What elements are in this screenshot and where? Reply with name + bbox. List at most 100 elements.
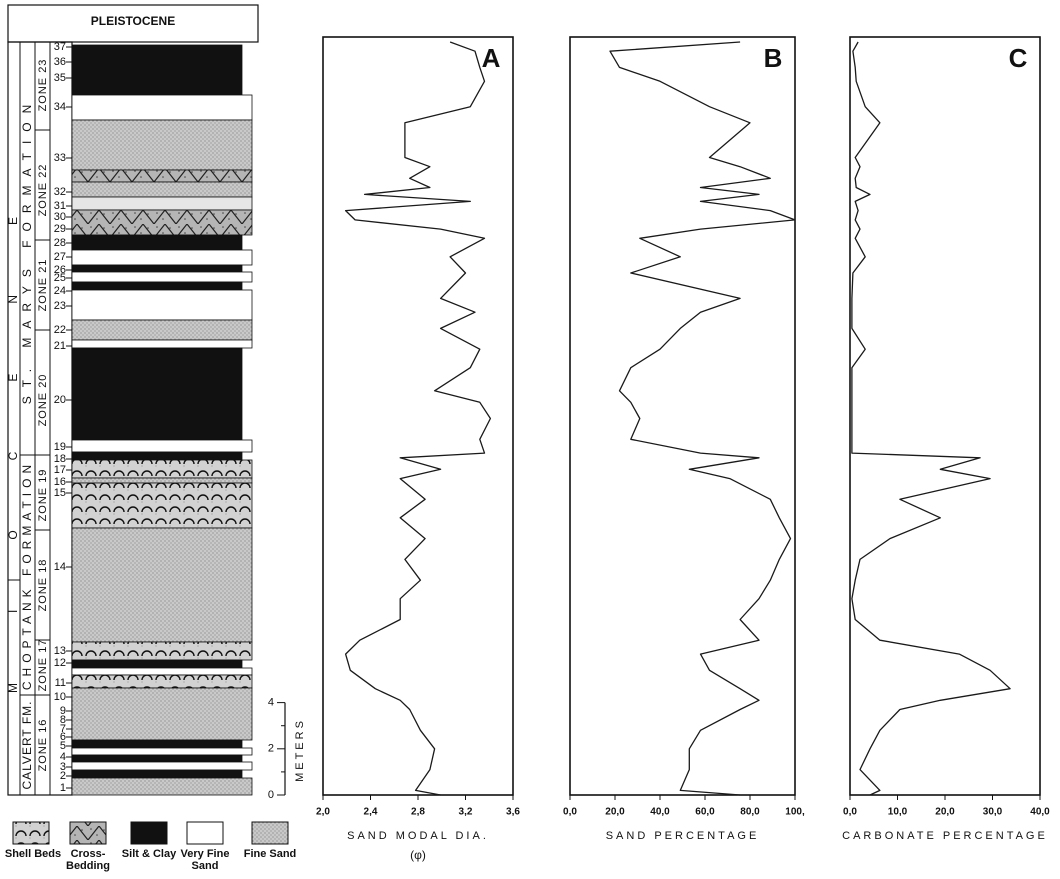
zone-label: ZONE 23: [37, 59, 49, 112]
lithology-layer: [71, 281, 243, 291]
pleistocene-label: PLEISTOCENE: [91, 14, 175, 28]
stratigraphic-column: PLEISTOCENE 3736353433323130292827262524…: [6, 4, 306, 801]
lithology-layer: [71, 289, 253, 321]
bed-number: 2: [60, 770, 66, 782]
lithology-layer: [71, 747, 253, 756]
bed-number: 23: [54, 300, 66, 312]
formation-label: CALVERT FM.: [20, 700, 34, 789]
zone-label: ZONE 18: [37, 559, 49, 612]
scale-tick-label: 0: [268, 789, 274, 801]
x-axis-unit: (φ): [410, 848, 426, 862]
formation-label: ST. MARYS FORMATION: [20, 96, 34, 405]
panel-letter: A: [482, 43, 501, 73]
x-tick-label: 3,6: [506, 807, 520, 818]
zone-label: ZONE 16: [37, 719, 49, 772]
bed-number: 22: [54, 324, 66, 336]
x-tick-label: 80,0: [740, 807, 760, 818]
profile-line: [851, 41, 1011, 796]
x-tick-label: 2,8: [411, 807, 425, 818]
x-axis-label: CARBONATE PERCENTAGE: [842, 830, 1048, 842]
lithology-layer: [71, 44, 243, 96]
lithology-layer: [71, 347, 243, 441]
lithology-layer: [71, 659, 243, 669]
x-tick-label: 40,0: [650, 807, 670, 818]
zone-label: ZONE 17: [37, 639, 49, 692]
series-label: MIOCENE: [6, 147, 20, 693]
lithology-layer: [71, 249, 253, 266]
profile-line: [609, 41, 796, 796]
lithology-layer: [71, 264, 243, 273]
lithology-layer: [71, 439, 253, 453]
zone-label: ZONE 21: [37, 259, 49, 312]
lithology-layer: [71, 761, 253, 771]
bed-number: 7: [60, 723, 66, 735]
legend-label: Cross-Bedding: [66, 848, 110, 872]
legend-label: Shell Beds: [4, 848, 62, 860]
bed-number: 31: [54, 200, 66, 212]
legend-swatch: [186, 821, 224, 845]
bed-number: 34: [54, 101, 66, 113]
bed-number: 16: [54, 476, 66, 488]
bed-number: 20: [54, 394, 66, 406]
legend-swatch: [69, 821, 107, 845]
bed-number: 5: [60, 740, 66, 752]
x-tick-label: 100,: [785, 807, 805, 818]
bed-number: 36: [54, 56, 66, 68]
bed-number: 21: [54, 340, 66, 352]
legend-label: Very Fine Sand: [180, 848, 230, 872]
lithology-layer: [71, 777, 253, 796]
bed-number: 14: [54, 561, 66, 573]
lithology-layer: [71, 482, 253, 529]
bed-number: 9: [60, 705, 66, 717]
plot-frame: [322, 36, 514, 796]
panel-letter: C: [1009, 43, 1028, 73]
bed-number: 30: [54, 211, 66, 223]
lithology-layer: [71, 687, 253, 741]
scale-tick-label: 4: [268, 697, 274, 709]
x-tick-label: 60,0: [695, 807, 715, 818]
bed-number: 8: [60, 714, 66, 726]
bed-number: 24: [54, 285, 66, 297]
bed-number: 3: [60, 761, 66, 773]
bed-number: 12: [54, 657, 66, 669]
x-tick-label: 20,0: [935, 807, 955, 818]
plot-frame: [569, 36, 796, 796]
x-tick-label: 20,0: [605, 807, 625, 818]
bed-number: 27: [54, 251, 66, 263]
bed-number: 10: [54, 691, 66, 703]
bed-number: 1: [60, 782, 66, 794]
plot-frame: [849, 36, 1041, 796]
x-tick-label: 0,0: [843, 807, 857, 818]
lithology-layer: [71, 667, 253, 676]
lithology-layer: [71, 181, 253, 198]
bed-number: 6: [60, 731, 66, 743]
lithology-layer: [71, 459, 253, 479]
bed-number: 11: [55, 677, 66, 689]
x-tick-label: 3,2: [459, 807, 473, 818]
pleistocene-box: [7, 4, 259, 43]
lithology-layer: [71, 739, 243, 749]
x-axis-label: SAND PERCENTAGE: [606, 830, 760, 842]
x-tick-label: 30,0: [983, 807, 1003, 818]
bed-number: 17: [54, 464, 66, 476]
lithology-layer: [71, 234, 243, 251]
lithology-layer: [71, 339, 253, 349]
lithology-layer: [71, 169, 253, 183]
legend-swatch: [251, 821, 289, 845]
lithology-layer: [71, 196, 253, 211]
zone-label: ZONE 19: [37, 469, 49, 522]
lithology-layer: [71, 209, 253, 236]
bed-number: 13: [54, 645, 66, 657]
bed-number: 37: [54, 41, 66, 53]
x-tick-label: 10,0: [888, 807, 908, 818]
lithology-layer: [71, 527, 253, 643]
bed-number: 26: [54, 264, 66, 276]
lithology-layer: [71, 641, 253, 661]
bed-number: 29: [54, 223, 66, 235]
lithology-layer: [71, 674, 253, 689]
legend-swatch: [130, 821, 168, 845]
lithology-layer: [71, 271, 253, 283]
x-tick-label: 40,0: [1030, 807, 1050, 818]
